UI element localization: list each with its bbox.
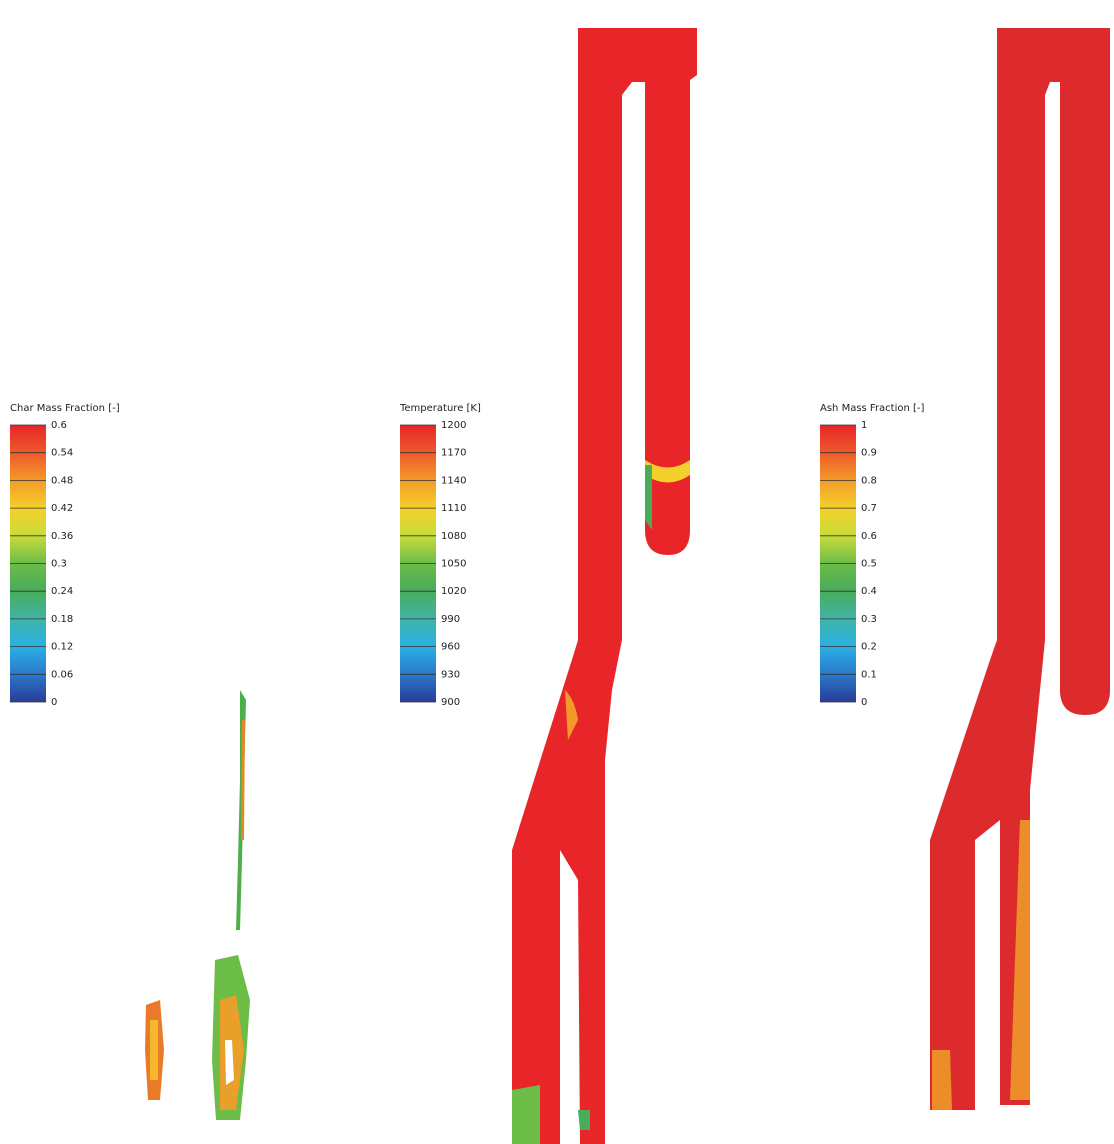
colorbar-label: 0.7 bbox=[861, 503, 877, 514]
colorbar-label: 0.6 bbox=[51, 420, 67, 431]
colorbar-label: 0.54 bbox=[51, 448, 73, 459]
colorbar-label: 0.42 bbox=[51, 503, 73, 514]
colorbar-label: 0.06 bbox=[51, 669, 73, 680]
colorbar-label: 0.5 bbox=[861, 559, 877, 570]
legend: Char Mass Fraction [-] 0.6 0.54 0.48 0.42 0.3… bbox=[10, 403, 120, 708]
colorbar-label: 1080 bbox=[441, 531, 466, 542]
colorbar-label: 0.12 bbox=[51, 642, 73, 653]
ash-contour bbox=[930, 28, 1110, 1110]
colorbar-label: 900 bbox=[441, 697, 460, 708]
legend: Temperature [K] 1200 1170 1140 1110 1080 1050 1… bbox=[399, 403, 481, 708]
colorbar-label: 0.4 bbox=[861, 586, 877, 597]
colorbar-label: 1050 bbox=[441, 559, 466, 570]
colorbar-label: 1 bbox=[861, 420, 867, 431]
colorbar-label: 0.8 bbox=[861, 475, 877, 486]
colorbar-label: 0.1 bbox=[861, 669, 877, 680]
colorbar-label: 0.9 bbox=[861, 448, 877, 459]
legend-title: Char Mass Fraction [-] bbox=[10, 403, 120, 414]
colorbar-label: 0 bbox=[861, 697, 867, 708]
colorbar-label: 0.18 bbox=[51, 614, 73, 625]
colorbar-label: 930 bbox=[441, 669, 460, 680]
colorbar-label: 1020 bbox=[441, 586, 466, 597]
colorbar-label: 1170 bbox=[441, 448, 466, 459]
colorbar-label: 990 bbox=[441, 614, 460, 625]
colorbar-label: 0.3 bbox=[861, 614, 877, 625]
char-contour bbox=[145, 690, 250, 1120]
temperature-contour bbox=[512, 28, 697, 1144]
legend-title: Temperature [K] bbox=[399, 403, 481, 414]
colorbar-label: 960 bbox=[441, 642, 460, 653]
colorbar-label: 0.24 bbox=[51, 586, 73, 597]
legend: Ash Mass Fraction [-] 1 0.9 0.8 0.7 0.6 0.5 0.4… bbox=[820, 403, 925, 708]
colorbar-label: 0.36 bbox=[51, 531, 73, 542]
colorbar-label: 1140 bbox=[441, 475, 466, 486]
colorbar-label: 0 bbox=[51, 697, 57, 708]
colorbar-label: 1110 bbox=[441, 503, 466, 514]
colorbar-label: 0.3 bbox=[51, 559, 67, 570]
colorbar-label: 0.48 bbox=[51, 475, 73, 486]
legend-title: Ash Mass Fraction [-] bbox=[820, 403, 925, 414]
colorbar-label: 0.2 bbox=[861, 642, 877, 653]
colorbar-label: 1200 bbox=[441, 420, 466, 431]
colorbar-label: 0.6 bbox=[861, 531, 877, 542]
